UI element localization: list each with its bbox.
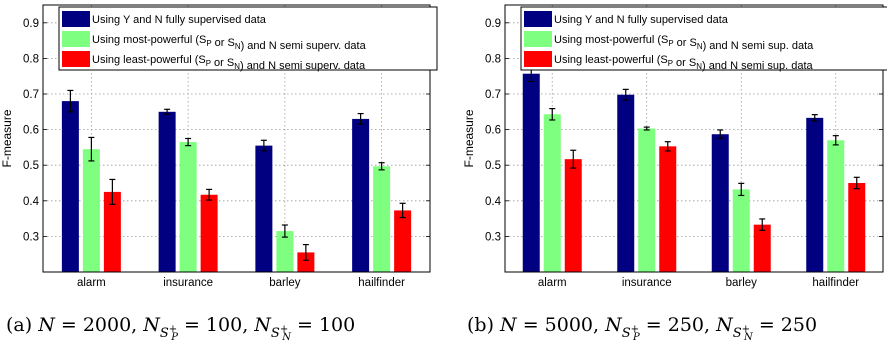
bar-hailfinder-series-3 [848,183,866,272]
x-tick-label: barley [269,277,301,289]
legend-label-1: Using Y and N fully supervised data [92,14,267,26]
legend-swatch-1 [524,11,552,27]
chart-panel-a: 0.3 0.4 0.5 0.6 0.7 0.8 0.9 alarm insurance barle… [0,4,438,340]
y-tick-label: 0.3 [23,231,39,243]
axes-frame [42,4,431,273]
bar-alarm-series-3 [564,159,582,272]
y-tick-label: 0.7 [23,89,39,101]
y-tick-label: 0.4 [485,196,502,208]
y-tick-label: 0.5 [23,160,39,172]
bar-barley-series-2 [732,189,750,272]
bar-hailfinder-series-1 [352,118,370,272]
legend-label-3: Using least-powerful (SP or SN) and N se… [92,54,366,72]
bar-barley-series-2 [276,231,294,272]
bar-barley-series-3 [297,252,315,272]
bar-insurance-series-2 [638,128,656,272]
bar-hailfinder-series-2 [373,166,391,272]
legend-label-1: Using Y and N fully supervised data [554,14,729,26]
y-tick-label: 0.9 [485,18,501,30]
y-tick-label: 0.5 [485,160,501,172]
legend-swatch-2 [524,31,552,47]
bar-alarm-series-1 [522,73,540,272]
bar-barley-series-3 [753,224,771,272]
axes-frame [504,4,884,273]
x-tick-label: insurance [622,277,672,289]
x-tick-label: barley [726,277,758,289]
y-tick-label: 0.9 [23,18,39,30]
y-axis-label: F-measure [462,109,476,167]
legend-swatch-3 [62,51,90,67]
bar-alarm-series-1 [61,101,79,273]
bar-alarm-series-2 [82,149,100,272]
legend-label-2: Using most-powerful (SP or SN) and N sem… [554,34,814,52]
bar-hailfinder-series-3 [394,210,412,272]
y-tick-label: 0.4 [23,196,40,208]
bar-hailfinder-series-1 [806,117,824,273]
x-tick-label: insurance [163,277,213,289]
y-tick-label: 0.6 [23,125,39,137]
x-tick-label: hailfinder [358,277,405,289]
legend-label-3: Using least-powerful (SP or SN) and N se… [554,54,814,72]
caption-b: (b) N = 5000, NS+ P = 250, NS+ N = 250 [467,314,817,340]
legend-swatch-3 [524,51,552,67]
bar-insurance-series-2 [179,142,197,272]
bar-barley-series-1 [711,134,729,272]
legend-box [520,6,887,71]
x-tick-label: alarm [77,277,106,289]
y-tick-label: 0.6 [485,125,501,137]
bar-barley-series-1 [255,145,273,272]
legend-label-2: Using most-powerful (SP or SN) and N sem… [92,34,367,52]
y-tick-label: 0.3 [485,231,501,243]
x-tick-label: hailfinder [812,277,859,289]
caption-a: (a) N = 2000, NS+ P = 100, NS+ N = 100 [6,314,355,340]
bar-insurance-series-1 [158,111,176,272]
y-axis-label: F-measure [0,109,14,167]
y-tick-label: 0.7 [485,89,501,101]
legend-swatch-2 [62,31,90,47]
chart-panel-b: 0.3 0.4 0.5 0.6 0.7 0.8 0.9 alarm insurance barle… [462,4,887,340]
legend-box [58,6,438,71]
bar-insurance-series-3 [200,194,218,272]
bar-insurance-series-1 [617,94,635,272]
bar-alarm-series-3 [103,191,121,272]
bar-alarm-series-2 [543,114,561,273]
y-tick-label: 0.8 [485,53,501,65]
legend-swatch-1 [62,11,90,27]
x-tick-label: alarm [538,277,567,289]
y-tick-label: 0.8 [23,53,39,65]
bar-hailfinder-series-2 [827,140,845,272]
bar-insurance-series-3 [659,146,677,272]
